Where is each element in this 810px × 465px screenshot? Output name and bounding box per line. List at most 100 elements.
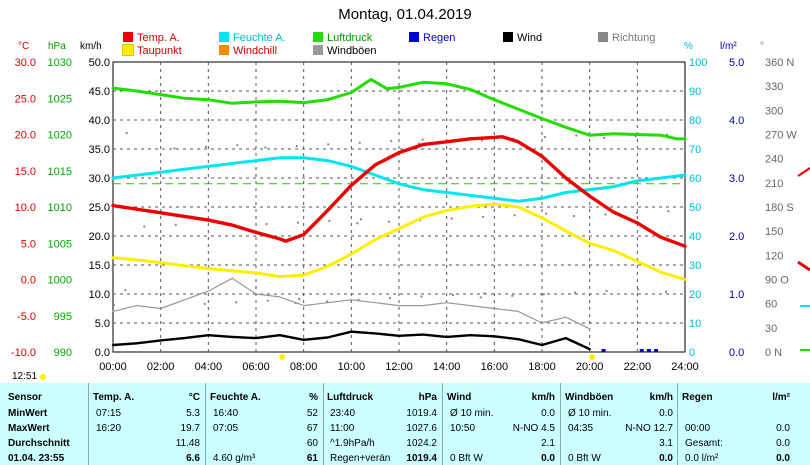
table-header-unit: % [309,392,318,403]
legend-direction[interactable]: Richtung [598,32,655,44]
legend-swatch-icon [503,32,513,42]
direction-dot [264,146,267,149]
direction-dot [124,289,127,292]
legend-label: Windchill [233,45,278,57]
table-row-label: MaxWert [8,423,50,434]
legend-pressure[interactable]: Luftdruck [313,32,372,44]
rain-tick-label: 1.0 [729,289,744,301]
clock-time: 12:51 [12,371,38,382]
wind-tick-label: 10.0 [89,289,110,301]
x-tick-label: 20:00 [576,361,604,373]
legend-wind[interactable]: Wind [503,32,542,44]
rain-unit-label: l/m² [720,41,737,52]
legend-swatch-icon [313,45,323,55]
legend-swatch-icon [313,32,323,42]
direction-dot [482,215,485,218]
table-cell-note: 0 Bft W [568,453,601,464]
table-cell-note: 07:15 [96,408,122,419]
legend-rain[interactable]: Regen [409,32,455,44]
table-cell-value: 0.0 [541,408,555,419]
hum-tick-label: 10 [689,318,701,330]
temp-tick-label: 0.0 [21,275,36,287]
series-line-taupunkt [111,202,687,281]
rain-mark [646,349,651,352]
hum-tick-label: 30 [689,260,701,272]
table-cell-value: 2.1 [541,438,555,449]
legend-dewpoint[interactable]: Taupunkt [122,44,182,57]
direction-dot [513,214,516,217]
direction-dot [358,141,361,144]
table-cell-value: 61 [306,453,318,464]
hum-tick-label: 80 [689,115,701,127]
legend-label: Luftdruck [327,32,373,44]
legend-swatch-icon [409,32,419,42]
direction-dot [174,223,177,226]
legend-windchill[interactable]: Windchill [219,45,277,57]
hum-tick-label: 50 [689,202,701,214]
direction-dot [666,133,669,136]
direction-dot [390,140,393,143]
hum-unit-label: % [684,41,693,52]
direction-dot [421,138,424,141]
legend-humidity[interactable]: Feuchte A. [219,32,286,44]
direction-dot [356,222,359,225]
wind-tick-label: 30.0 [89,173,110,185]
table-cell-note: Gesamt: [685,438,723,449]
direction-dot [543,136,546,139]
direction-dot [634,135,637,138]
table-row-label: Durchschnitt [8,438,70,449]
temp-tick-label: 5.0 [21,238,36,250]
table-cell-note: Regen+verän [330,453,391,464]
table-header: Luftdruck [327,392,374,403]
temp-unit-label: °C [18,41,30,52]
direction-dot [295,144,298,147]
table-cell-value: 60 [306,438,318,449]
press-tick-label: 990 [54,347,72,359]
legend-temp[interactable]: Temp. A. [123,32,180,44]
column-separator [88,383,89,465]
x-tick-label: 10:00 [338,361,366,373]
wind-tick-label: 25.0 [89,202,110,214]
table-cell-value: 5.3 [186,408,200,419]
hum-tick-label: 20 [689,289,701,301]
direction-dot [545,212,548,215]
rain-mark [654,349,659,352]
x-tick-label: 16:00 [481,361,509,373]
direction-dot [203,302,206,305]
wind-tick-label: 15.0 [89,260,110,272]
temp-tick-label: -10.0 [11,347,36,359]
x-tick-label: 02:00 [147,361,175,373]
dir-tick-label: 90 O [765,275,789,287]
table-cell-note: 16:40 [213,408,239,419]
direction-dot [667,210,670,213]
dir-tick-label: 330 [765,81,783,93]
rain-tick-label: 0.0 [729,347,744,359]
table-cell-value: N-NO 4.5 [512,423,555,434]
direction-dot [420,295,423,298]
dir-tick-label: 0 N [765,347,782,359]
table-cell-note: Ø 10 min. [450,408,494,419]
direction-dot [451,294,454,296]
dir-tick-label: 240 [765,154,783,166]
table-header: Feuchte A. [210,392,261,403]
direction-dot [604,213,607,216]
direction-dot [664,290,667,293]
legend-swatch-icon [123,32,133,42]
legend-label: Feuchte A. [233,32,286,44]
direction-dot [387,220,390,223]
table-row-label: 01.04. 23:55 [8,453,65,464]
wind-tick-label: 0.0 [95,347,110,359]
press-unit-label: hPa [48,41,66,52]
table-cell-note: 07:05 [213,423,239,434]
wind-unit-label: km/h [80,41,102,52]
wind-tick-label: 45.0 [89,86,110,98]
column-separator [442,383,443,465]
direction-dot [605,289,608,292]
legend-label: Regen [423,32,456,44]
table-header-unit: °C [188,392,200,403]
direction-dot [572,215,575,218]
hum-tick-label: 40 [689,231,701,243]
legend-gusts[interactable]: Windböen [313,45,377,57]
column-separator [205,383,206,465]
rain-tick-label: 2.0 [729,231,744,243]
